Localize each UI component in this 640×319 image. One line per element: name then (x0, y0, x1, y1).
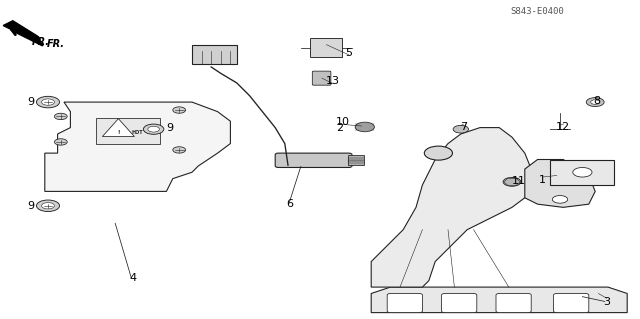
Circle shape (42, 99, 54, 105)
FancyBboxPatch shape (442, 293, 477, 313)
Text: 6: 6 (286, 198, 292, 209)
Polygon shape (348, 155, 364, 165)
Circle shape (586, 98, 604, 107)
Text: FR.: FR. (32, 37, 50, 47)
Polygon shape (371, 128, 531, 287)
FancyBboxPatch shape (312, 71, 331, 85)
Text: 11: 11 (511, 176, 525, 186)
Text: 7: 7 (460, 122, 467, 132)
Circle shape (591, 100, 600, 104)
Circle shape (148, 126, 159, 132)
Text: 5: 5 (346, 48, 352, 58)
Text: 9: 9 (27, 97, 35, 107)
Text: 9: 9 (27, 201, 35, 211)
Circle shape (573, 167, 592, 177)
Text: HOT: HOT (132, 130, 143, 135)
Circle shape (552, 162, 568, 170)
Text: !: ! (117, 130, 120, 135)
Polygon shape (3, 21, 42, 45)
Circle shape (424, 146, 452, 160)
FancyBboxPatch shape (496, 293, 531, 313)
Circle shape (355, 122, 374, 132)
Circle shape (503, 177, 521, 186)
Circle shape (173, 107, 186, 113)
Text: 3: 3 (604, 297, 610, 308)
Text: S843-E0400: S843-E0400 (511, 7, 564, 16)
Polygon shape (525, 160, 595, 207)
Polygon shape (192, 45, 237, 64)
Polygon shape (371, 287, 627, 313)
Text: 8: 8 (593, 96, 601, 107)
FancyBboxPatch shape (275, 153, 352, 167)
Polygon shape (96, 118, 160, 144)
Circle shape (173, 147, 186, 153)
Circle shape (54, 139, 67, 145)
Polygon shape (102, 119, 134, 137)
Text: 10: 10 (336, 117, 350, 127)
Text: 1: 1 (540, 175, 546, 185)
Circle shape (552, 196, 568, 203)
FancyBboxPatch shape (554, 293, 589, 313)
Polygon shape (550, 160, 614, 185)
Polygon shape (45, 102, 230, 191)
Text: 9: 9 (166, 122, 173, 133)
Circle shape (143, 124, 164, 134)
Circle shape (453, 125, 468, 133)
Circle shape (36, 200, 60, 211)
Text: 12: 12 (556, 122, 570, 132)
Circle shape (36, 96, 60, 108)
Polygon shape (310, 38, 342, 57)
Text: 2: 2 (335, 122, 343, 133)
Circle shape (42, 203, 54, 209)
FancyBboxPatch shape (387, 293, 422, 313)
Text: 4: 4 (129, 272, 137, 283)
Text: FR.: FR. (47, 39, 65, 49)
Text: 13: 13 (326, 76, 340, 86)
Circle shape (54, 113, 67, 120)
